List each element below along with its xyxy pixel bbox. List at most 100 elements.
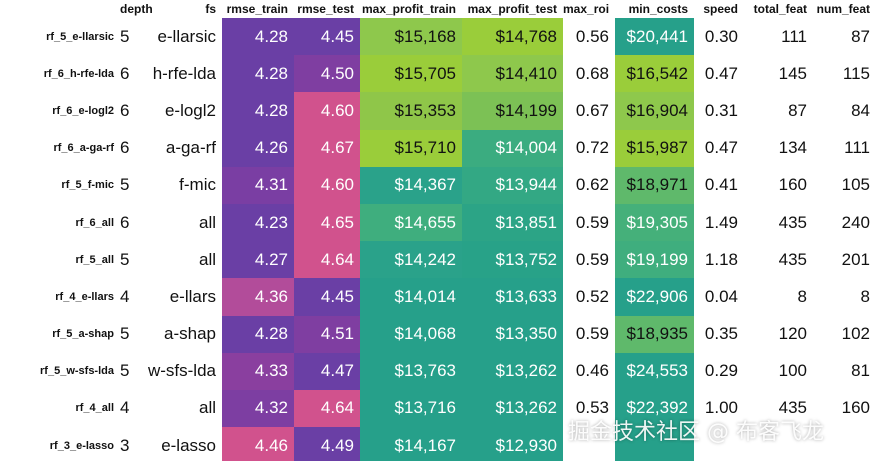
row-index-label: rf_6_e-logl2	[52, 104, 114, 117]
row-index-label: rf_5_a-shap	[52, 328, 114, 341]
row-index-label: rf_4_all	[75, 402, 114, 415]
cell-depth: 5	[120, 249, 130, 269]
cell-max_roi: 0.72	[575, 138, 609, 158]
cell-rmse_train: 4.27	[222, 241, 294, 279]
cell-total_feat: 8	[797, 286, 807, 306]
cell-rmse_test: 4.64	[294, 389, 360, 428]
cell-fs: a-ga-rf	[165, 138, 216, 158]
cell-total_feat: 435	[778, 212, 807, 232]
column-header-rmse_test: rmse_test	[297, 2, 354, 16]
table-row: rf_6_a-ga-rf 6 a-ga-rf 4.26 4.67 $15,710 $14,0…	[0, 129, 876, 167]
cell-speed	[694, 427, 744, 461]
cell-rmse_test: 4.60	[294, 166, 360, 204]
cell-depth: 6	[120, 63, 130, 83]
cell-min_costs: $19,199	[615, 241, 694, 279]
column-header-rmse_train: rmse_train	[226, 2, 288, 16]
table-row: rf_6_e-logl2 6 e-logl2 4.28 4.60 $15,353 $14,1…	[0, 92, 876, 130]
cell-max_profit_test: $13,262	[462, 352, 563, 390]
cell-rmse_test: 4.45	[294, 18, 360, 56]
cell-fs: all	[198, 212, 216, 232]
cell-rmse_train: 4.31	[222, 166, 294, 204]
index-header	[0, 0, 120, 18]
cell-rmse_train: 4.28	[222, 92, 294, 130]
cell-speed: 0.31	[704, 100, 738, 120]
cell-max_profit_train: $13,763	[360, 352, 462, 390]
cell-max_roi: 0.59	[575, 324, 609, 344]
table-row: rf_5_e-llarsic 5 e-llarsic 4.28 4.45 $15,168 $…	[0, 18, 876, 56]
cell-max_roi	[563, 427, 615, 461]
cell-depth: 5	[120, 26, 130, 46]
cell-rmse_train: 4.36	[222, 278, 294, 316]
row-index-label: rf_6_h-rfe-lda	[43, 67, 114, 80]
cell-total_feat: 100	[778, 361, 807, 381]
table-row: rf_3_e-lasso 3 e-lasso 4.46 4.49 $14,167 $12,9…	[0, 427, 876, 461]
cell-num_feat: 102	[841, 324, 870, 344]
cell-num_feat: 87	[851, 26, 870, 46]
cell-rmse_test: 4.49	[294, 427, 360, 461]
cell-fs: e-lasso	[161, 435, 216, 455]
column-header-max_profit_test: max_profit_test	[467, 2, 557, 16]
cell-num_feat: 160	[841, 398, 870, 418]
cell-min_costs: $20,441	[615, 18, 694, 56]
cell-min_costs: $16,904	[615, 92, 694, 130]
cell-rmse_test: 4.47	[294, 352, 360, 390]
cell-rmse_train: 4.28	[222, 55, 294, 93]
cell-depth: 5	[120, 324, 130, 344]
cell-fs: all	[198, 398, 216, 418]
cell-num_feat: 111	[844, 138, 870, 158]
cell-max_profit_test: $13,350	[462, 315, 563, 353]
cell-max_roi: 0.62	[575, 175, 609, 195]
cell-max_profit_test: $13,262	[462, 389, 563, 428]
cell-min_costs: $22,906	[615, 278, 694, 316]
cell-min_costs: $18,971	[615, 166, 694, 204]
cell-max_profit_train: $14,014	[360, 278, 462, 316]
cell-num_feat: 201	[841, 249, 870, 269]
cell-fs: e-llarsic	[157, 26, 216, 46]
table-row: rf_6_all 6 all 4.23 4.65 $14,655 $13,851 0.59 $1…	[0, 203, 876, 242]
cell-rmse_test: 4.65	[294, 203, 360, 242]
cell-rmse_train: 4.28	[222, 315, 294, 353]
row-index-label: rf_6_all	[75, 216, 114, 229]
cell-max_roi: 0.59	[575, 249, 609, 269]
cell-fs: e-llars	[169, 286, 216, 306]
cell-depth: 4	[120, 286, 130, 306]
cell-speed: 1.18	[704, 249, 738, 269]
cell-rmse_train: 4.33	[222, 352, 294, 390]
row-index-label: rf_5_all	[75, 253, 114, 266]
cell-depth: 6	[120, 138, 130, 158]
table-row: rf_5_all 5 all 4.27 4.64 $14,242 $13,752 0.59 $1…	[0, 241, 876, 279]
column-header-num_feat: num_feat	[816, 2, 870, 16]
cell-num_feat: 105	[841, 175, 870, 195]
cell-max_profit_test: $14,768	[462, 18, 563, 56]
table-row: rf_4_all 4 all 4.32 4.64 $13,716 $13,262 0.53 $2…	[0, 389, 876, 428]
cell-rmse_test: 4.51	[294, 315, 360, 353]
cell-total_feat: 435	[778, 249, 807, 269]
cell-min_costs: $24,553	[615, 352, 694, 390]
cell-total_feat: 111	[781, 26, 807, 46]
cell-speed: 0.47	[704, 63, 738, 83]
cell-rmse_train: 4.32	[222, 389, 294, 428]
cell-depth: 6	[120, 100, 130, 120]
cell-fs: a-shap	[164, 324, 216, 344]
cell-depth: 5	[120, 175, 130, 195]
cell-rmse_test: 4.64	[294, 241, 360, 279]
cell-num_feat	[813, 427, 876, 461]
cell-max_profit_test: $12,930	[462, 427, 563, 461]
cell-num_feat: 81	[851, 361, 870, 381]
cell-min_costs: $18,935	[615, 315, 694, 353]
cell-depth: 3	[120, 435, 130, 455]
cell-total_feat: 134	[778, 138, 807, 158]
cell-max_profit_test: $14,410	[462, 55, 563, 93]
row-index-label: rf_3_e-lasso	[49, 439, 114, 452]
cell-speed: 0.35	[704, 324, 738, 344]
cell-num_feat: 240	[841, 212, 870, 232]
row-index-label: rf_5_w-sfs-lda	[40, 365, 114, 378]
table-row: rf_5_f-mic 5 f-mic 4.31 4.60 $14,367 $13,944 0.…	[0, 166, 876, 204]
cell-max_profit_test: $13,944	[462, 166, 563, 204]
cell-num_feat: 84	[851, 100, 870, 120]
column-header-total_feat: total_feat	[753, 2, 807, 16]
cell-max_profit_test: $14,004	[462, 129, 563, 167]
cell-speed: 0.29	[704, 361, 738, 381]
cell-min_costs	[615, 427, 694, 461]
